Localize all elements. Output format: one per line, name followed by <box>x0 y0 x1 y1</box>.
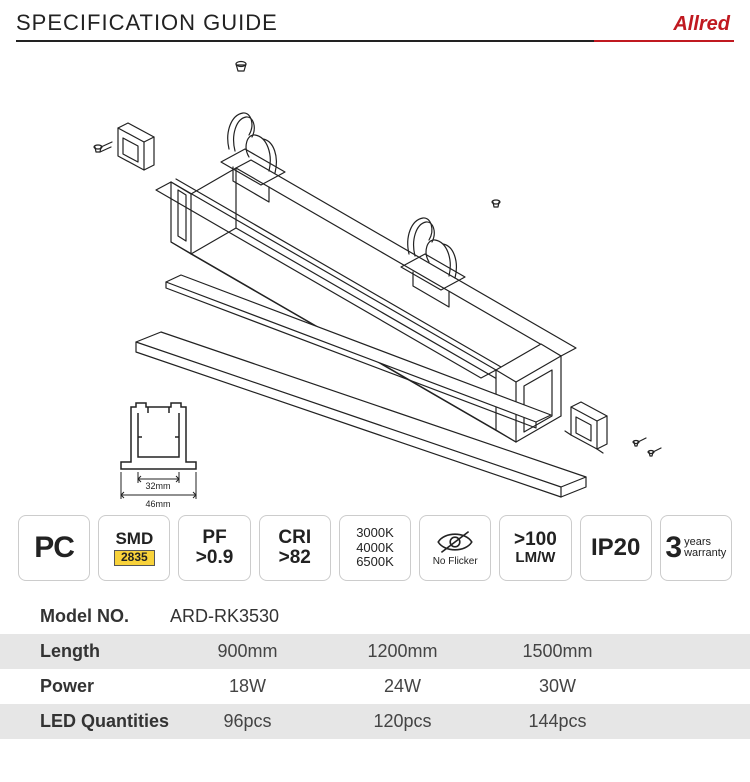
row-length: Length 900mm 1200mm 1500mm <box>0 634 750 669</box>
badge-cct: 3000K 4000K 6500K <box>339 515 411 581</box>
badge-noflicker: No Flicker <box>419 515 491 581</box>
row-led: LED Quantities 96pcs 120pcs 144pcs <box>0 704 750 739</box>
page-title: SPECIFICATION GUIDE <box>16 10 278 36</box>
badge-cri: CRI >82 <box>259 515 331 581</box>
badge-lmw: >100 LM/W <box>499 515 571 581</box>
row-model: Model NO. ARD-RK3530 <box>0 599 750 634</box>
badge-warranty: 3 years warranty <box>660 515 732 581</box>
brand-logo: Allred <box>673 13 734 36</box>
header-divider <box>16 40 734 42</box>
spec-table: Model NO. ARD-RK3530 Length 900mm 1200mm… <box>0 599 750 739</box>
badge-pc: PC <box>18 515 90 581</box>
header: SPECIFICATION GUIDE Allred <box>0 0 750 40</box>
badge-pf: PF >0.9 <box>178 515 250 581</box>
dim-inner: 32mm <box>145 481 170 491</box>
badge-row: PC SMD 2835 PF >0.9 CRI >82 3000K 4000K … <box>0 515 750 581</box>
profile-diagram: 30mm 32mm 46mm <box>116 377 201 517</box>
figure-area: 30mm 32mm 46mm <box>16 52 734 507</box>
dim-outer: 46mm <box>145 499 170 509</box>
badge-ip: IP20 <box>580 515 652 581</box>
no-flicker-icon <box>435 528 475 556</box>
badge-smd: SMD 2835 <box>98 515 170 581</box>
row-power: Power 18W 24W 30W <box>0 669 750 704</box>
